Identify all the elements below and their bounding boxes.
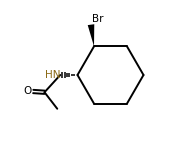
Text: HN: HN <box>45 70 60 80</box>
Polygon shape <box>88 24 94 46</box>
Text: Br: Br <box>92 14 103 24</box>
Text: O: O <box>24 87 32 96</box>
